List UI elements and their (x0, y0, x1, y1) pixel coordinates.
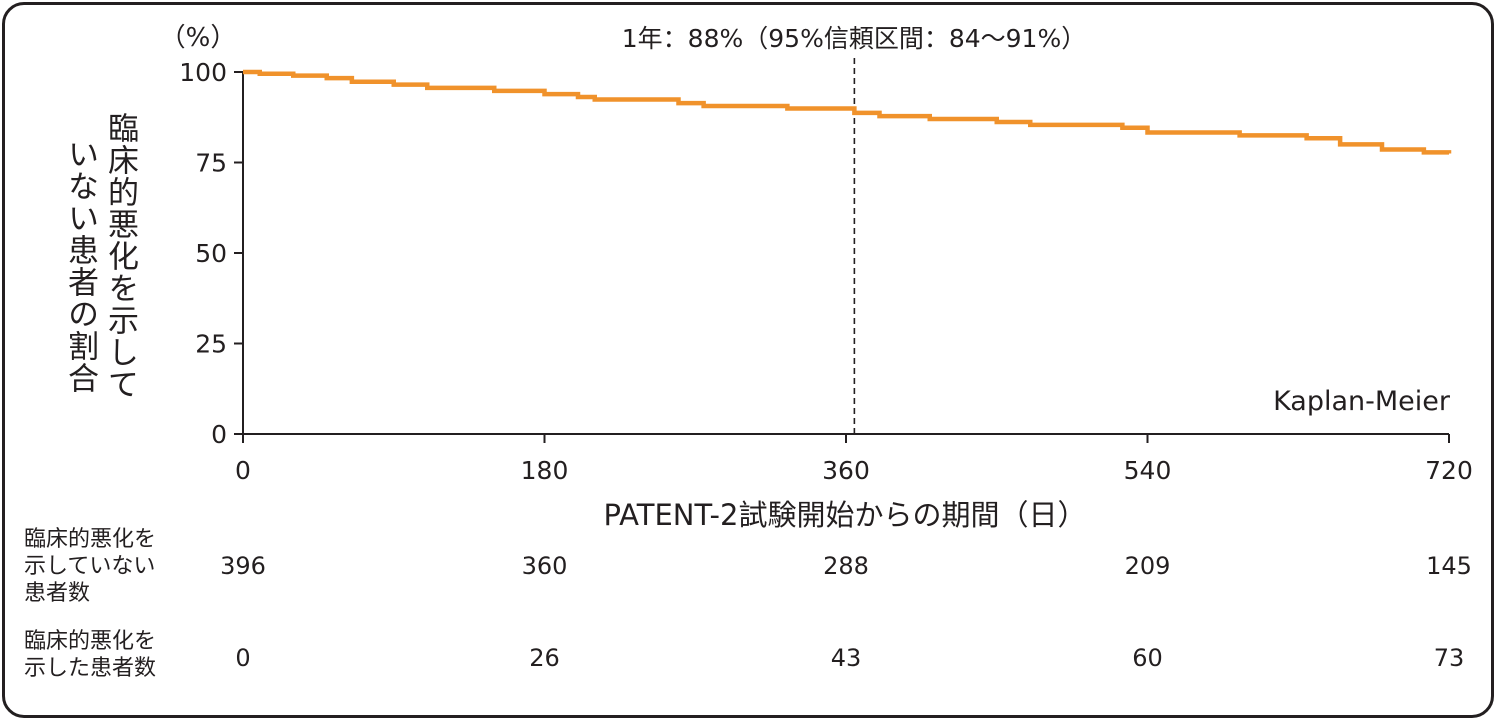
risk-value: 26 (529, 644, 560, 672)
risk-value: 73 (1433, 644, 1465, 672)
y-axis-label-line-2: いない患者の割合 (62, 138, 98, 394)
x-axis-title: PATENT-2試験開始からの期間（日） (603, 498, 1087, 532)
y-tick-label: 50 (195, 239, 227, 268)
x-tick-label: 720 (1425, 456, 1473, 485)
x-tick-label: 0 (235, 456, 251, 485)
risk-value: 43 (830, 644, 862, 672)
risk-value: 396 (220, 552, 266, 580)
y-tick-label: 25 (195, 330, 227, 359)
y-axis-label-line-1: 臨床的悪化を示して (102, 112, 138, 400)
kaplan-meier-label: Kaplan-Meier (1273, 386, 1451, 417)
x-tick-label: 540 (1124, 456, 1172, 485)
risk-value: 0 (235, 644, 251, 672)
risk-value: 145 (1426, 552, 1472, 580)
x-tick-label: 180 (521, 456, 569, 485)
risk-value: 360 (521, 552, 568, 580)
risk-value: 209 (1124, 552, 1171, 580)
risk-value: 288 (823, 552, 869, 580)
y-tick-label: 100 (179, 58, 227, 87)
one-year-annotation: 1年：88%（95%信頼区間：84〜91%） (622, 24, 1086, 53)
risk-row-label-worsening: 臨床的悪化を 示した患者数 (24, 629, 157, 681)
risk-row-label-no-worsening: 臨床的悪化を 示していない 患者数 (24, 527, 157, 606)
km-survival-curve (243, 69, 1452, 155)
risk-value: 60 (1132, 644, 1163, 672)
y-tick-label: 75 (195, 149, 227, 178)
y-tick-label: 0 (211, 420, 227, 449)
axes: 0 25 50 75 100 0 180 360 540 720 (179, 58, 1473, 485)
plot-marks (243, 58, 1452, 434)
x-tick-label: 360 (822, 456, 870, 485)
y-axis-unit: （%） (160, 23, 237, 53)
